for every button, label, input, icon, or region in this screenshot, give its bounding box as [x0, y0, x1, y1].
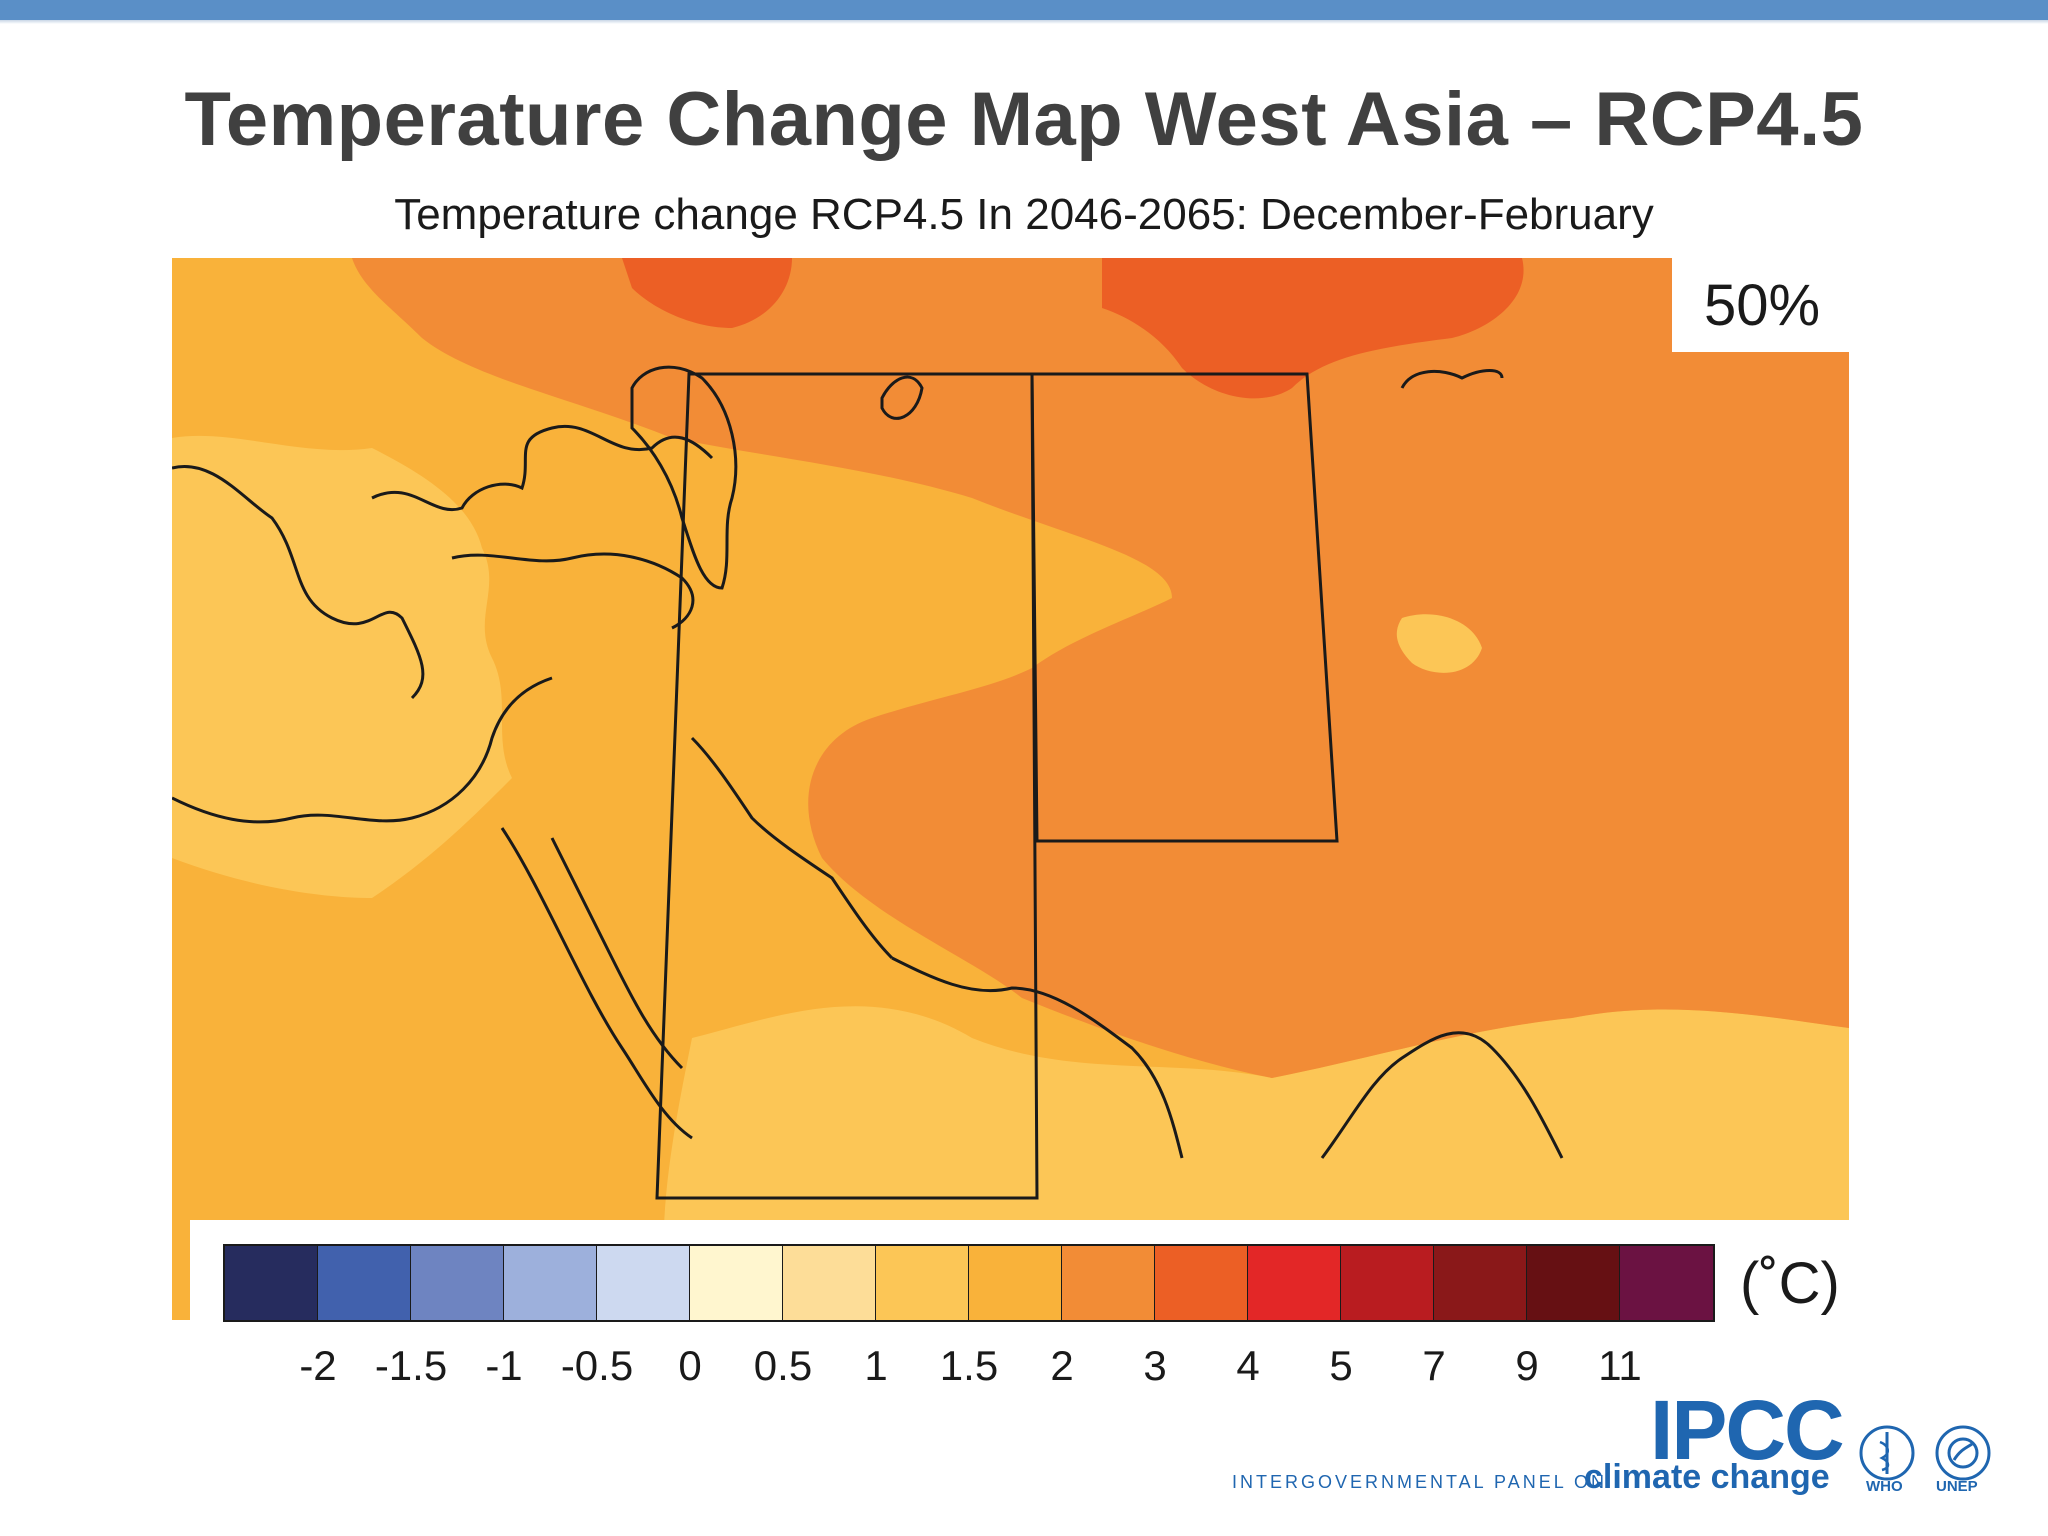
- coast-north-africa: [172, 676, 553, 824]
- zone-3-4-north-west: [622, 258, 792, 328]
- colorbar-swatch: [1341, 1246, 1434, 1320]
- colorbar-swatch: [1620, 1246, 1713, 1320]
- colorbar-tick-label: 1.5: [939, 1342, 999, 1389]
- colorbar-swatch: [876, 1246, 969, 1320]
- ipcc-tagline-1: INTERGOVERNMENTAL PANEL ON: [1232, 1472, 1608, 1492]
- who-emblem-icon: [1859, 1425, 1915, 1481]
- colorbar-tick-label: -2: [299, 1342, 337, 1389]
- colorbar-tick-label: 3: [1143, 1342, 1167, 1389]
- coast-lake-balkhash: [1400, 369, 1504, 389]
- colorbar-swatch: [1434, 1246, 1527, 1320]
- colorbar-swatch: [225, 1246, 318, 1320]
- zone-1-1p5-patch: [1396, 614, 1482, 673]
- slide-title: Temperature Change Map West Asia – RCP4.…: [184, 77, 1864, 162]
- colorbar-swatch: [1155, 1246, 1248, 1320]
- colorbar-tick-label: -0.5: [560, 1342, 634, 1389]
- map-canvas: [172, 258, 1849, 1320]
- zone-1-1p5-west: [172, 435, 512, 898]
- colorbar-swatch: [411, 1246, 504, 1320]
- top-accent-shadow: [0, 20, 2048, 24]
- colorbar-tick-label: 5: [1329, 1342, 1353, 1389]
- coast-aral-sea: [880, 375, 924, 420]
- ipcc-tagline-2: climate change: [1584, 1458, 1830, 1496]
- zone-2-3: [352, 258, 1849, 1078]
- map-subtitle: Temperature change RCP4.5 In 2046-2065: …: [394, 190, 1654, 239]
- coast-black-sea: [371, 424, 714, 512]
- colorbar-tick-label: 7: [1422, 1342, 1446, 1389]
- west-asia-region-box: [655, 372, 1039, 1200]
- colorbar-swatch: [1062, 1246, 1155, 1320]
- who-label: WHO: [1866, 1478, 1903, 1495]
- colorbar-tick-label: 2: [1050, 1342, 1074, 1389]
- coast-bay-of-bengal: [1320, 1031, 1564, 1159]
- colorbar-swatch: [597, 1246, 690, 1320]
- colorbar-swatch: [690, 1246, 783, 1320]
- colorbar-swatch: [318, 1246, 411, 1320]
- colorbar-tick-label: 4: [1236, 1342, 1260, 1389]
- unep-label: UNEP: [1936, 1478, 1978, 1495]
- percentile-label: 50%: [1672, 258, 1852, 352]
- colorbar-swatch: [1527, 1246, 1620, 1320]
- ipcc-logo: IPCC: [1650, 1383, 1845, 1477]
- colorbar: [223, 1244, 1715, 1322]
- coast-caspian-sea: [630, 365, 738, 590]
- colorbar-tick-label: 9: [1515, 1342, 1539, 1389]
- colorbar-tick-label: -1.5: [374, 1342, 448, 1389]
- colorbar-tick-label: 11: [1598, 1342, 1642, 1389]
- unit-label: (˚C): [1740, 1251, 1840, 1316]
- coast-arabian-sea: [891, 956, 1184, 1159]
- colorbar-tick-label: 0.5: [753, 1342, 813, 1389]
- colorbar-tick-label: 0: [678, 1342, 702, 1389]
- top-accent-bar: [0, 0, 2048, 20]
- coast-red-sea-east: [550, 837, 684, 1070]
- colorbar-swatch: [1248, 1246, 1341, 1320]
- coastlines: [172, 365, 1564, 1159]
- colorbar-swatch: [783, 1246, 876, 1320]
- unep-emblem-icon: [1935, 1425, 1991, 1481]
- central-asia-region-box: [1030, 372, 1339, 843]
- zone-3-4-north-east: [1102, 258, 1524, 399]
- colorbar-tick-label: -1: [485, 1342, 523, 1389]
- coast-red-sea-west: [500, 827, 693, 1140]
- colorbar-tick-label: 1: [864, 1342, 888, 1389]
- temperature-map: [172, 258, 1849, 1320]
- coast-italy-balkans: [172, 465, 425, 700]
- coast-persian-gulf: [690, 736, 894, 960]
- colorbar-swatch: [969, 1246, 1062, 1320]
- coast-anatolia: [451, 552, 695, 630]
- colorbar-swatch: [504, 1246, 597, 1320]
